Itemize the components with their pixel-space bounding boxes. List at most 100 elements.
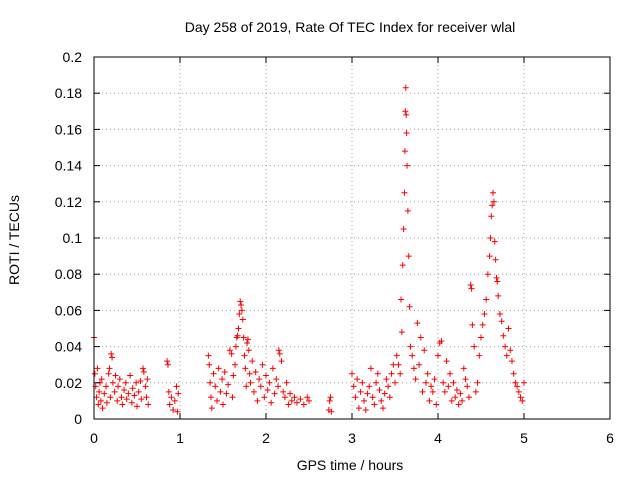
grid-lines [94,57,610,419]
y-axis-ticks: 0 0.02 0.04 0.06 0.08 0.1 0.12 0.14 0.16 0.18 0.2 [55,49,610,427]
data-point [273,376,280,383]
data-point [112,372,119,379]
data-point [212,383,219,390]
data-point [206,361,213,368]
data-point [170,406,177,413]
data-point [287,390,294,397]
data-point [452,394,459,401]
data-point [395,361,402,368]
data-point [125,390,132,397]
data-point [114,397,121,404]
data-point [468,285,475,292]
data-point [417,334,424,341]
data-point [406,303,413,310]
data-point [129,385,136,392]
data-point [428,383,435,390]
data-point [230,372,237,379]
data-point [422,379,429,386]
y-tick-label: 0.08 [55,266,82,282]
data-point [235,325,242,332]
data-point [228,350,235,357]
data-point [429,388,436,395]
data-point [208,405,215,412]
x-tick-label: 4 [434,430,442,446]
data-point [145,401,152,408]
data-point [490,189,497,196]
data-point [276,350,283,357]
data-point [103,383,110,390]
x-axis-label: GPS time / hours [297,457,404,473]
data-point [327,394,334,401]
data-point [448,397,455,404]
x-tick-label: 6 [606,430,614,446]
data-point [357,388,364,395]
data-point [173,383,180,390]
data-point [435,352,441,359]
data-point [291,394,298,401]
data-point [133,379,140,386]
data-point [500,332,507,339]
data-point [443,358,450,365]
data-point [521,379,527,386]
data-point [421,347,428,354]
data-point [99,405,106,412]
data-point [229,394,236,401]
data-point [404,162,411,169]
data-point [217,388,224,395]
data-point [236,311,243,318]
data-point [512,379,519,386]
data-point [416,361,423,368]
data-point [445,383,452,390]
data-point [225,381,232,388]
data-point [243,383,250,390]
data-point [223,390,230,397]
data-point [479,321,486,328]
data-point [168,394,175,401]
data-point [119,401,126,408]
data-point [407,343,414,350]
data-point [510,370,517,377]
data-point [175,390,182,397]
data-point [354,376,361,383]
data-point [234,332,241,339]
data-point [507,347,514,354]
data-point [519,397,526,404]
data-point [352,394,359,401]
data-point [508,358,515,365]
data-point [369,394,376,401]
data-point [392,379,398,386]
y-tick-label: 0.16 [55,121,82,137]
data-point [397,370,404,377]
data-point [115,383,122,390]
data-point [219,376,226,383]
data-point [164,358,171,365]
y-axis-label: ROTI / TECUs [6,195,22,285]
data-point [245,347,252,354]
data-point [143,394,150,401]
data-point [401,189,408,196]
data-point [459,397,466,404]
data-point [399,262,406,269]
data-point [478,334,484,341]
data-point [379,405,386,412]
data-point [350,383,357,390]
data-point [412,376,419,383]
data-point [494,278,501,285]
data-point [261,394,268,401]
data-point [472,388,479,395]
data-point [383,376,390,383]
data-point [134,403,140,410]
data-point [349,370,355,377]
data-point [238,301,245,308]
data-point [471,343,478,350]
data-point [465,394,472,401]
data-point [486,253,493,260]
data-point [137,377,144,384]
data-point [503,352,510,359]
data-point [469,321,476,328]
data-point [103,399,110,406]
data-point [226,347,233,354]
data-point [433,401,440,408]
data-point [275,383,282,390]
